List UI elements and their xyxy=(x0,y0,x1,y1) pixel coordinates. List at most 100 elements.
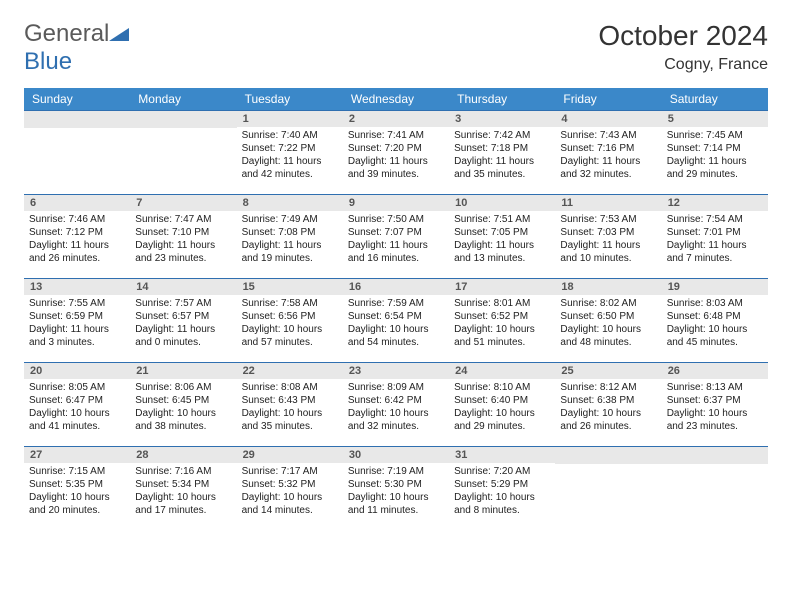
sunrise-line: Sunrise: 7:50 AM xyxy=(348,213,444,226)
weekday-header: Thursday xyxy=(449,88,555,111)
day-number-bar: 26 xyxy=(662,363,768,379)
sunset-line: Sunset: 6:40 PM xyxy=(454,394,550,407)
sunrise-line: Sunrise: 8:09 AM xyxy=(348,381,444,394)
logo-part2: Blue xyxy=(24,48,72,75)
day-content: Sunrise: 7:57 AMSunset: 6:57 PMDaylight:… xyxy=(130,295,236,353)
day-content: Sunrise: 8:09 AMSunset: 6:42 PMDaylight:… xyxy=(343,379,449,437)
day-number-bar: 16 xyxy=(343,279,449,295)
calendar-row: 27Sunrise: 7:15 AMSunset: 5:35 PMDayligh… xyxy=(24,447,768,531)
sunrise-line: Sunrise: 8:13 AM xyxy=(667,381,763,394)
day-number-bar: 3 xyxy=(449,111,555,127)
calendar-table: SundayMondayTuesdayWednesdayThursdayFrid… xyxy=(24,88,768,531)
sunset-line: Sunset: 7:05 PM xyxy=(454,226,550,239)
day-content: Sunrise: 8:02 AMSunset: 6:50 PMDaylight:… xyxy=(555,295,661,353)
daylight-line: Daylight: 11 hours and 16 minutes. xyxy=(348,239,444,265)
day-content: Sunrise: 7:51 AMSunset: 7:05 PMDaylight:… xyxy=(449,211,555,269)
calendar-cell: 6Sunrise: 7:46 AMSunset: 7:12 PMDaylight… xyxy=(24,195,130,279)
sunrise-line: Sunrise: 8:10 AM xyxy=(454,381,550,394)
calendar-cell: 8Sunrise: 7:49 AMSunset: 7:08 PMDaylight… xyxy=(237,195,343,279)
sunset-line: Sunset: 6:47 PM xyxy=(29,394,125,407)
calendar-cell: 19Sunrise: 8:03 AMSunset: 6:48 PMDayligh… xyxy=(662,279,768,363)
calendar-cell: 2Sunrise: 7:41 AMSunset: 7:20 PMDaylight… xyxy=(343,111,449,195)
calendar-cell: 5Sunrise: 7:45 AMSunset: 7:14 PMDaylight… xyxy=(662,111,768,195)
day-content: Sunrise: 7:47 AMSunset: 7:10 PMDaylight:… xyxy=(130,211,236,269)
calendar-cell: 10Sunrise: 7:51 AMSunset: 7:05 PMDayligh… xyxy=(449,195,555,279)
calendar-cell: 30Sunrise: 7:19 AMSunset: 5:30 PMDayligh… xyxy=(343,447,449,531)
calendar-cell: 26Sunrise: 8:13 AMSunset: 6:37 PMDayligh… xyxy=(662,363,768,447)
calendar-cell: 24Sunrise: 8:10 AMSunset: 6:40 PMDayligh… xyxy=(449,363,555,447)
day-content: Sunrise: 8:12 AMSunset: 6:38 PMDaylight:… xyxy=(555,379,661,437)
calendar-cell: 3Sunrise: 7:42 AMSunset: 7:18 PMDaylight… xyxy=(449,111,555,195)
day-number-bar: 6 xyxy=(24,195,130,211)
daylight-line: Daylight: 10 hours and 17 minutes. xyxy=(135,491,231,517)
daylight-line: Daylight: 10 hours and 11 minutes. xyxy=(348,491,444,517)
sunset-line: Sunset: 6:52 PM xyxy=(454,310,550,323)
sunrise-line: Sunrise: 8:02 AM xyxy=(560,297,656,310)
daylight-line: Daylight: 10 hours and 51 minutes. xyxy=(454,323,550,349)
day-content: Sunrise: 8:08 AMSunset: 6:43 PMDaylight:… xyxy=(237,379,343,437)
day-number-bar: 15 xyxy=(237,279,343,295)
day-content: Sunrise: 7:49 AMSunset: 7:08 PMDaylight:… xyxy=(237,211,343,269)
daylight-line: Daylight: 10 hours and 29 minutes. xyxy=(454,407,550,433)
daylight-line: Daylight: 10 hours and 38 minutes. xyxy=(135,407,231,433)
calendar-cell: 29Sunrise: 7:17 AMSunset: 5:32 PMDayligh… xyxy=(237,447,343,531)
day-number-bar: 20 xyxy=(24,363,130,379)
day-number-bar: 10 xyxy=(449,195,555,211)
sunset-line: Sunset: 5:29 PM xyxy=(454,478,550,491)
title-block: October 2024 Cogny, France xyxy=(598,20,768,74)
calendar-cell: 13Sunrise: 7:55 AMSunset: 6:59 PMDayligh… xyxy=(24,279,130,363)
day-number-bar: 21 xyxy=(130,363,236,379)
day-content: Sunrise: 8:06 AMSunset: 6:45 PMDaylight:… xyxy=(130,379,236,437)
calendar-cell: 12Sunrise: 7:54 AMSunset: 7:01 PMDayligh… xyxy=(662,195,768,279)
sunset-line: Sunset: 7:08 PM xyxy=(242,226,338,239)
weekday-header: Tuesday xyxy=(237,88,343,111)
sunrise-line: Sunrise: 7:54 AM xyxy=(667,213,763,226)
sunset-line: Sunset: 7:22 PM xyxy=(242,142,338,155)
day-content: Sunrise: 8:01 AMSunset: 6:52 PMDaylight:… xyxy=(449,295,555,353)
weekday-header: Wednesday xyxy=(343,88,449,111)
day-content: Sunrise: 7:54 AMSunset: 7:01 PMDaylight:… xyxy=(662,211,768,269)
sunset-line: Sunset: 7:16 PM xyxy=(560,142,656,155)
calendar-cell xyxy=(130,111,236,195)
sunset-line: Sunset: 7:18 PM xyxy=(454,142,550,155)
daylight-line: Daylight: 11 hours and 29 minutes. xyxy=(667,155,763,181)
sunset-line: Sunset: 7:20 PM xyxy=(348,142,444,155)
sunrise-line: Sunrise: 8:01 AM xyxy=(454,297,550,310)
weekday-header-row: SundayMondayTuesdayWednesdayThursdayFrid… xyxy=(24,88,768,111)
sunset-line: Sunset: 6:54 PM xyxy=(348,310,444,323)
sunrise-line: Sunrise: 7:53 AM xyxy=(560,213,656,226)
calendar-cell: 18Sunrise: 8:02 AMSunset: 6:50 PMDayligh… xyxy=(555,279,661,363)
daylight-line: Daylight: 11 hours and 10 minutes. xyxy=(560,239,656,265)
sunset-line: Sunset: 7:10 PM xyxy=(135,226,231,239)
day-content: Sunrise: 7:53 AMSunset: 7:03 PMDaylight:… xyxy=(555,211,661,269)
daylight-line: Daylight: 10 hours and 23 minutes. xyxy=(667,407,763,433)
day-content: Sunrise: 7:17 AMSunset: 5:32 PMDaylight:… xyxy=(237,463,343,521)
daylight-line: Daylight: 10 hours and 20 minutes. xyxy=(29,491,125,517)
day-content: Sunrise: 8:05 AMSunset: 6:47 PMDaylight:… xyxy=(24,379,130,437)
weekday-header: Monday xyxy=(130,88,236,111)
day-content: Sunrise: 7:50 AMSunset: 7:07 PMDaylight:… xyxy=(343,211,449,269)
daylight-line: Daylight: 10 hours and 41 minutes. xyxy=(29,407,125,433)
day-number-bar: 5 xyxy=(662,111,768,127)
calendar-cell: 9Sunrise: 7:50 AMSunset: 7:07 PMDaylight… xyxy=(343,195,449,279)
sunrise-line: Sunrise: 7:19 AM xyxy=(348,465,444,478)
calendar-row: 20Sunrise: 8:05 AMSunset: 6:47 PMDayligh… xyxy=(24,363,768,447)
calendar-cell xyxy=(24,111,130,195)
daylight-line: Daylight: 11 hours and 0 minutes. xyxy=(135,323,231,349)
day-number-bar: 29 xyxy=(237,447,343,463)
day-number-bar: 2 xyxy=(343,111,449,127)
calendar-body: 1Sunrise: 7:40 AMSunset: 7:22 PMDaylight… xyxy=(24,111,768,531)
calendar-cell: 28Sunrise: 7:16 AMSunset: 5:34 PMDayligh… xyxy=(130,447,236,531)
daylight-line: Daylight: 10 hours and 54 minutes. xyxy=(348,323,444,349)
day-number-bar: 7 xyxy=(130,195,236,211)
location: Cogny, France xyxy=(598,56,768,74)
day-content: Sunrise: 7:58 AMSunset: 6:56 PMDaylight:… xyxy=(237,295,343,353)
day-number-bar xyxy=(24,111,130,128)
calendar-cell: 16Sunrise: 7:59 AMSunset: 6:54 PMDayligh… xyxy=(343,279,449,363)
logo-part1: General xyxy=(24,20,109,47)
calendar-cell: 21Sunrise: 8:06 AMSunset: 6:45 PMDayligh… xyxy=(130,363,236,447)
calendar-cell: 4Sunrise: 7:43 AMSunset: 7:16 PMDaylight… xyxy=(555,111,661,195)
weekday-header: Friday xyxy=(555,88,661,111)
day-content xyxy=(662,464,768,470)
calendar-cell: 25Sunrise: 8:12 AMSunset: 6:38 PMDayligh… xyxy=(555,363,661,447)
